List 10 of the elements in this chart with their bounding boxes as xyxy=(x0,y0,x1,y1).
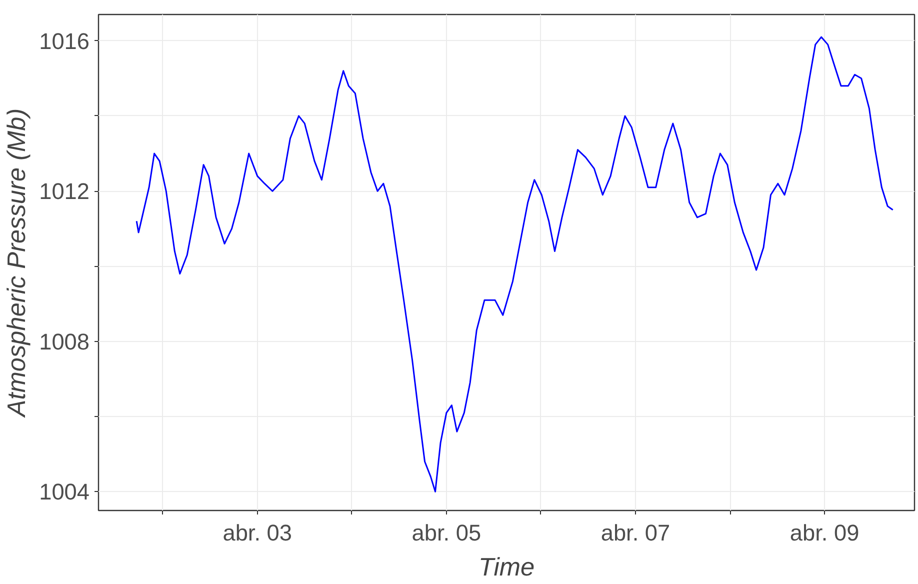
y-axis-title: Atmospheric Pressure (Mb) xyxy=(3,108,32,419)
x-tick-label: abr. 09 xyxy=(790,520,860,546)
x-tick-label: abr. 05 xyxy=(412,520,482,546)
y-tick-label: 1016 xyxy=(39,28,90,54)
x-axis-title: Time xyxy=(478,554,535,582)
y-tick-label: 1008 xyxy=(39,328,90,354)
y-tick-label: 1004 xyxy=(39,478,90,505)
y-tick-label: 1012 xyxy=(39,178,90,204)
x-tick-label: abr. 03 xyxy=(222,520,292,546)
x-tick-label: abr. 07 xyxy=(600,520,670,546)
